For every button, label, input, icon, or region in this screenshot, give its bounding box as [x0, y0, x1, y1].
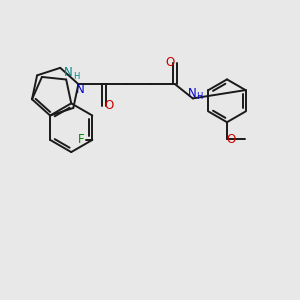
Text: N: N — [64, 67, 73, 80]
Text: H: H — [196, 92, 203, 101]
Text: H: H — [74, 72, 80, 81]
Text: O: O — [165, 56, 174, 69]
Text: N: N — [76, 83, 84, 96]
Text: O: O — [104, 99, 114, 112]
Text: O: O — [226, 133, 236, 146]
Text: F: F — [78, 134, 84, 146]
Text: N: N — [188, 87, 197, 100]
